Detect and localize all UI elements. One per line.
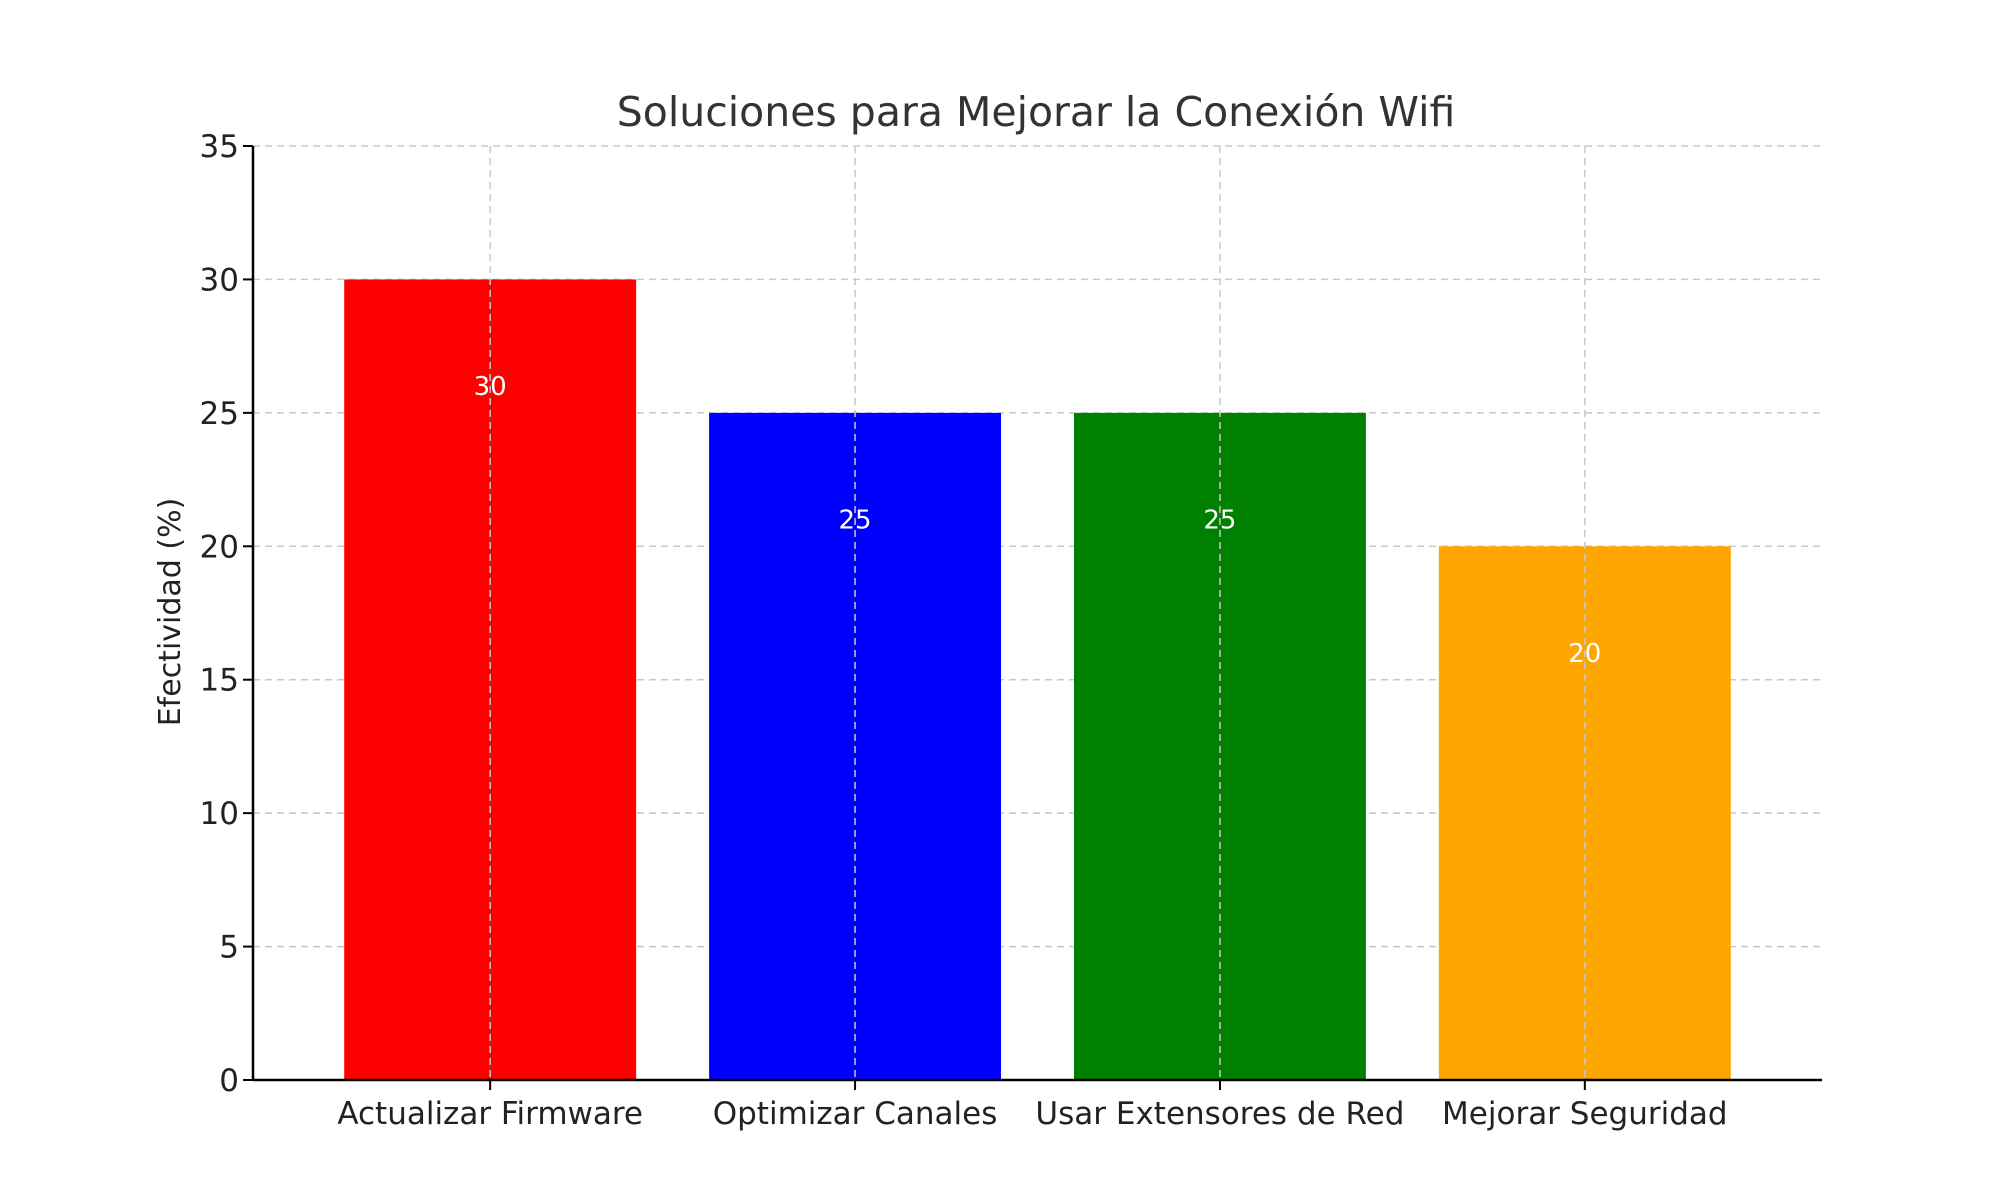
- y-tick-label: 15: [200, 663, 239, 699]
- y-ticks: 0 5 10 15 20 25 30 35: [200, 129, 253, 1099]
- bar-value-label: 20: [1568, 639, 1601, 669]
- x-ticks: Actualizar Firmware Optimizar Canales Usar…: [337, 1080, 1728, 1132]
- y-tick-label: 20: [200, 529, 239, 565]
- x-tick-label: Mejorar Seguridad: [1442, 1096, 1728, 1132]
- axes: [251, 146, 1822, 1082]
- y-tick-label: 0: [219, 1063, 239, 1099]
- bar-value-label: 25: [839, 506, 872, 536]
- y-tick-label: 30: [200, 262, 239, 298]
- y-tick-label: 5: [219, 930, 239, 966]
- y-tick-label: 35: [200, 129, 239, 165]
- bar-value-label: 30: [474, 372, 507, 402]
- y-tick-label: 25: [200, 396, 239, 432]
- y-axis-title: Efectividad (%): [153, 498, 188, 727]
- x-tick-label: Usar Extensores de Red: [1035, 1096, 1404, 1132]
- bar-value-labels: 30 25 25 20: [474, 372, 1602, 669]
- bar-value-label: 25: [1203, 506, 1236, 536]
- chart-title: Soluciones para Mejorar la Conexión Wifi: [617, 88, 1456, 136]
- y-tick-label: 10: [200, 796, 239, 832]
- x-tick-label: Actualizar Firmware: [337, 1096, 643, 1132]
- x-tick-label: Optimizar Canales: [713, 1096, 998, 1132]
